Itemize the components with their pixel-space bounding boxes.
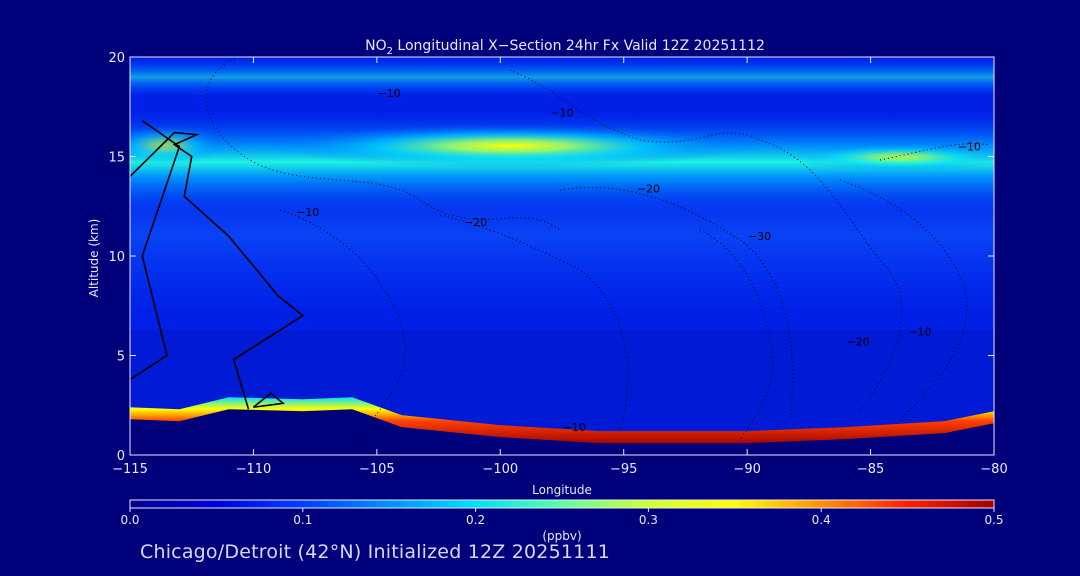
y-tick-label: 10 bbox=[108, 250, 125, 265]
x-tick-label: −90 bbox=[733, 462, 760, 477]
contour-label: −10 bbox=[296, 206, 319, 219]
colorbar-label: (ppbv) bbox=[542, 529, 581, 543]
contour-label: −10 bbox=[958, 141, 981, 154]
colorbar-tick-label: 0.5 bbox=[984, 513, 1003, 527]
x-tick-label: −115 bbox=[112, 462, 148, 477]
top-fade bbox=[130, 57, 994, 97]
colorbar-tick-label: 0.1 bbox=[293, 513, 312, 527]
title-main: NO bbox=[365, 38, 387, 54]
colorbar-ticks: 0.0 0.1 0.2 0.3 0.4 0.5 bbox=[120, 508, 1004, 527]
contour-label: −10 bbox=[563, 421, 586, 434]
upper-layer-peak bbox=[270, 124, 750, 168]
title-sub: 2 bbox=[387, 46, 393, 57]
solid-contour-line bbox=[130, 131, 305, 410]
x-tick-label: −100 bbox=[482, 462, 518, 477]
contour-label: −20 bbox=[464, 216, 487, 229]
chart-title: NO2 Longitudinal X−Section 24hr Fx Valid… bbox=[365, 38, 765, 57]
upper-layer-east bbox=[790, 143, 994, 171]
dotted-contour bbox=[559, 187, 793, 421]
x-axis-label: Longitude bbox=[532, 483, 592, 497]
colorbar-tick-label: 0.0 bbox=[120, 513, 139, 527]
surface-no2-layer bbox=[130, 397, 994, 446]
dotted-contour bbox=[279, 209, 406, 441]
y-axis-label: Altitude (km) bbox=[87, 219, 101, 298]
y-axis-ticks: 0 5 10 15 20 bbox=[108, 51, 994, 464]
title-rest: Longitudinal X−Section 24hr Fx Valid 12Z… bbox=[393, 38, 765, 54]
x-tick-label: −85 bbox=[857, 462, 884, 477]
dotted-contour bbox=[509, 69, 903, 411]
contour-label: −10 bbox=[550, 107, 573, 120]
x-axis-ticks: −115 −110 −105 −100 −95 −90 −85 −80 bbox=[112, 57, 1008, 477]
contour-label: −10 bbox=[378, 87, 401, 100]
colorbar-tick-label: 0.2 bbox=[466, 513, 485, 527]
x-tick-label: −95 bbox=[610, 462, 637, 477]
dotted-contours bbox=[205, 57, 991, 441]
y-tick-label: 5 bbox=[117, 350, 125, 365]
solid-contour-line bbox=[252, 392, 286, 408]
contour-label: −20 bbox=[847, 336, 870, 349]
colorbar bbox=[129, 499, 995, 509]
y-tick-label: 15 bbox=[108, 151, 125, 166]
x-tick-label: −80 bbox=[980, 462, 1007, 477]
plot-area bbox=[130, 57, 994, 455]
contour-label: −20 bbox=[637, 182, 660, 195]
footer-caption: Chicago/Detroit (42°N) Initialized 12Z 2… bbox=[140, 541, 611, 563]
colorbar-tick-label: 0.4 bbox=[812, 513, 831, 527]
solid-contours bbox=[130, 120, 305, 410]
colorbar-tick-label: 0.3 bbox=[639, 513, 658, 527]
solid-contour-line bbox=[130, 120, 181, 381]
dotted-contour bbox=[839, 179, 968, 421]
contour-labels: −10 −10 −10 −20 −20 −30 −20 −10 −10 −10 bbox=[296, 87, 981, 434]
x-tick-label: −110 bbox=[236, 462, 272, 477]
x-tick-label: −105 bbox=[359, 462, 395, 477]
contour-label: −30 bbox=[748, 230, 771, 243]
terrain bbox=[130, 409, 994, 455]
y-tick-label: 0 bbox=[117, 449, 125, 464]
y-tick-label: 20 bbox=[108, 51, 125, 66]
contour-label: −10 bbox=[908, 326, 931, 339]
